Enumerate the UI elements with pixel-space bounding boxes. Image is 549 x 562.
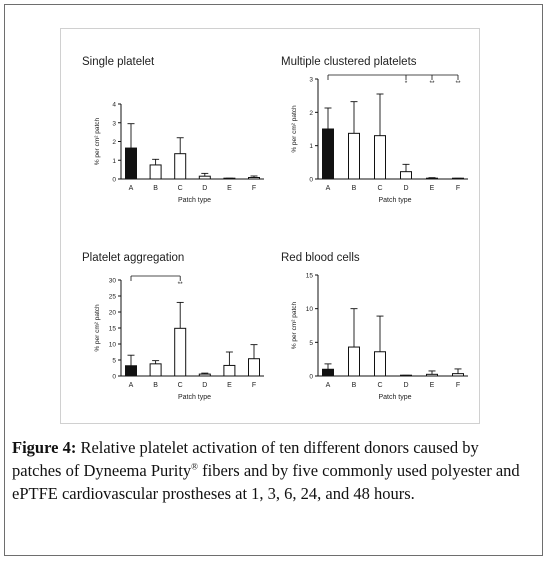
chart-title: Red blood cells [281, 252, 360, 264]
x-tick-label: B [153, 185, 158, 192]
x-tick-label: E [430, 382, 435, 389]
y-tick-label: 1 [309, 143, 313, 150]
y-tick-label: 2 [309, 110, 313, 117]
x-tick-label: C [377, 185, 382, 192]
x-axis-label: Patch type [178, 394, 211, 401]
x-tick-label: A [326, 382, 331, 389]
x-tick-label: D [403, 185, 408, 192]
y-tick-label: 1 [112, 158, 116, 165]
caption-text-2: fibers and by five commonly used polyest… [12, 461, 520, 503]
bar-F [452, 373, 464, 377]
bar-D [198, 373, 211, 377]
y-tick-label: 4 [112, 102, 116, 109]
bar-A [322, 368, 334, 377]
x-tick-label: D [202, 382, 207, 389]
chart-title: Single platelet [82, 56, 155, 68]
bar-D [198, 175, 211, 180]
x-tick-label: D [202, 185, 207, 192]
significance-label: ** [429, 80, 435, 87]
y-tick-label: 0 [112, 374, 116, 381]
chart-panel-1: Single platelet 0 1 2 3 4 % per cm² patch A B C D E… [82, 56, 264, 204]
bar-B [149, 363, 162, 377]
y-axis-label: % per cm² patch [291, 105, 298, 153]
x-tick-label: C [178, 185, 183, 192]
x-axis-label: Patch type [378, 197, 411, 204]
bar-B [348, 132, 360, 180]
caption-label: Figure 4: [12, 438, 77, 457]
y-tick-label: 0 [309, 374, 313, 381]
significance-label: * [405, 80, 408, 87]
chart-panel-2: Multiple clustered platelets 0 1 2 3 % per cm… [281, 56, 468, 204]
bar-D [400, 171, 412, 180]
caption-sup: ® [191, 461, 198, 472]
x-tick-label: F [252, 185, 256, 192]
y-tick-label: 5 [112, 358, 116, 365]
significance-label: ** [178, 281, 184, 288]
y-tick-label: 20 [109, 310, 117, 317]
x-tick-label: E [227, 382, 232, 389]
y-tick-label: 30 [109, 278, 117, 285]
y-tick-label: 3 [112, 120, 116, 127]
y-tick-label: 10 [306, 306, 314, 313]
x-tick-label: B [352, 185, 357, 192]
x-tick-label: C [377, 382, 382, 389]
x-tick-label: D [403, 382, 408, 389]
bar-C [374, 135, 386, 180]
bar-C [174, 327, 187, 377]
x-tick-label: C [178, 382, 183, 389]
x-tick-label: A [129, 185, 134, 192]
bar-E [426, 373, 438, 377]
chart-title: Multiple clustered platelets [281, 56, 417, 68]
bar-B [149, 164, 162, 180]
caption-text-1: Relative platelet activation of ten diff… [12, 438, 479, 480]
y-tick-label: 5 [309, 340, 313, 347]
x-tick-label: F [252, 382, 256, 389]
x-tick-label: B [153, 382, 158, 389]
x-tick-label: B [352, 382, 357, 389]
bar-F [248, 358, 260, 377]
bar-C [374, 351, 386, 377]
y-tick-label: 15 [109, 326, 117, 333]
y-axis-label: % per cm² patch [94, 117, 101, 165]
x-tick-label: A [326, 185, 331, 192]
x-tick-label: F [456, 185, 460, 192]
bar-A [322, 128, 334, 180]
chart-panel-4: Red blood cells 0 5 10 15 % per cm² patch A B C D… [281, 252, 468, 401]
y-tick-label: 25 [109, 294, 117, 301]
x-axis-label: Patch type [178, 197, 211, 204]
x-tick-label: E [227, 185, 232, 192]
bar-A [125, 147, 137, 180]
bar-E [223, 364, 236, 377]
y-axis-label: % per cm² patch [291, 301, 298, 349]
significance-label: ** [455, 80, 461, 87]
chart-title: Platelet aggregation [82, 252, 184, 264]
bar-B [348, 346, 360, 377]
y-tick-label: 2 [112, 139, 116, 146]
bar-C [174, 153, 187, 180]
bar-A [125, 365, 137, 377]
y-tick-label: 0 [309, 177, 313, 184]
y-axis-label: % per cm² patch [94, 304, 101, 352]
x-tick-label: F [456, 382, 460, 389]
x-tick-label: A [129, 382, 134, 389]
x-tick-label: E [430, 185, 435, 192]
figure-caption: Figure 4: Relative platelet activation o… [12, 436, 532, 505]
y-tick-label: 0 [112, 177, 116, 184]
x-axis-label: Patch type [378, 394, 411, 401]
y-tick-label: 3 [309, 77, 313, 84]
figure-panel-area [60, 28, 480, 424]
chart-panel-3: Platelet aggregation 0 5 10 15 20 25 30 % per cm… [82, 252, 264, 401]
bar-F [248, 177, 260, 180]
y-tick-label: 15 [306, 273, 314, 280]
y-tick-label: 10 [109, 342, 117, 349]
